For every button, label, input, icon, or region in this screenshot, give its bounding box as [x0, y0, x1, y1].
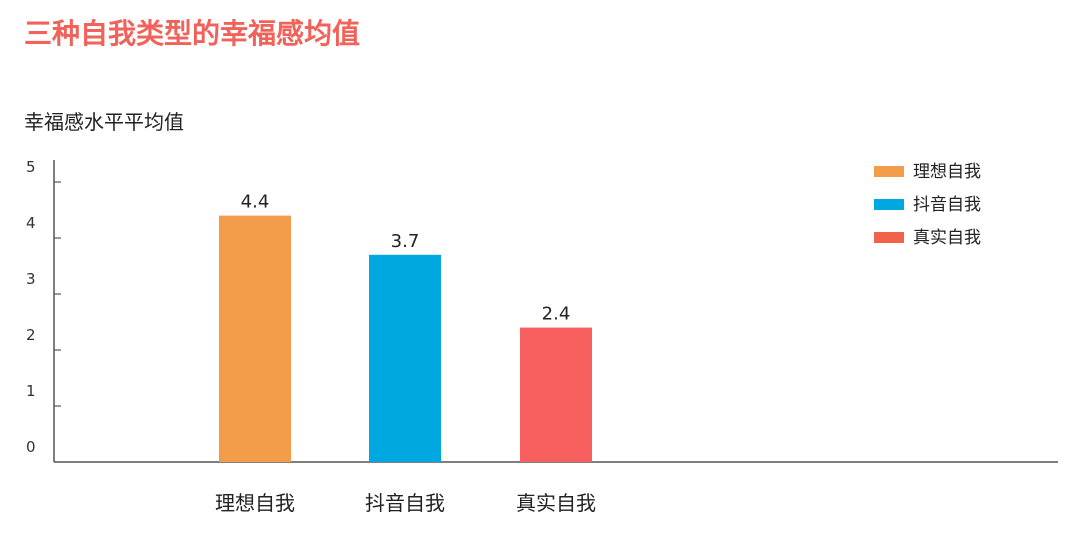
- legend-label: 抖音自我: [913, 195, 981, 215]
- chart-title: 三种自我类型的幸福感均值: [24, 17, 361, 50]
- x-tick-label: 抖音自我: [365, 491, 445, 515]
- data-label: 3.7: [391, 231, 420, 252]
- x-tick-label: 理想自我: [215, 491, 295, 515]
- legend-swatch: [874, 232, 904, 243]
- data-label: 4.4: [241, 192, 270, 213]
- legend-swatch: [874, 166, 904, 177]
- y-tick-label: 5: [26, 158, 36, 176]
- y-tick-label: 3: [26, 270, 36, 288]
- y-axis-label: 幸福感水平平均值: [24, 110, 184, 134]
- bar: [219, 215, 291, 462]
- y-tick-label: 0: [26, 438, 36, 456]
- y-tick-label: 2: [26, 326, 36, 344]
- legend-label: 真实自我: [913, 228, 981, 248]
- bar: [520, 327, 592, 462]
- y-tick-label: 4: [26, 214, 36, 232]
- legend-label: 理想自我: [913, 162, 981, 182]
- data-label: 2.4: [542, 304, 571, 325]
- x-tick-label: 真实自我: [516, 491, 596, 515]
- legend-swatch: [874, 199, 904, 210]
- bar: [369, 254, 441, 462]
- y-tick-label: 1: [26, 382, 36, 400]
